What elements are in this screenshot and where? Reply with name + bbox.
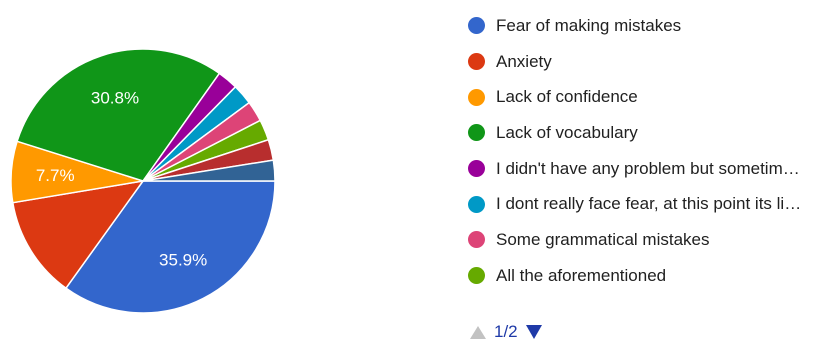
slice-data-label: 7.7% xyxy=(36,166,75,185)
pie-chart: 35.9% 7.7% 30.8% xyxy=(10,48,276,314)
legend-label: Anxiety xyxy=(496,51,552,71)
legend-swatch-icon xyxy=(468,195,485,213)
legend-swatch-icon xyxy=(468,124,485,142)
legend-label: Fear of making mistakes xyxy=(496,15,682,35)
pie-slice[interactable] xyxy=(142,159,276,182)
legend-label: Lack of confidence xyxy=(496,87,638,107)
legend-item[interactable]: Anxiety xyxy=(468,44,816,80)
legend-item[interactable]: All the aforementioned xyxy=(468,258,816,294)
legend: Fear of making mistakes Anxiety Lack of … xyxy=(468,8,816,294)
pie-slice[interactable] xyxy=(11,179,145,290)
legend-item[interactable]: Some grammatical mistakes xyxy=(468,222,816,258)
legend-pager: 1/2 xyxy=(470,322,542,342)
legend-label: Lack of vocabulary xyxy=(496,122,638,142)
legend-label: Some grammatical mistakes xyxy=(496,229,710,249)
legend-swatch-icon xyxy=(468,231,485,249)
pie-slice[interactable] xyxy=(16,48,221,182)
legend-item[interactable]: I dont really face fear, at this point i… xyxy=(468,186,816,222)
legend-swatch-icon xyxy=(468,160,485,178)
legend-item[interactable]: Lack of vocabulary xyxy=(468,115,816,151)
legend-item[interactable]: Lack of confidence xyxy=(468,79,816,115)
legend-item[interactable]: I didn't have any problem but sometim… xyxy=(468,151,816,187)
slice-data-label: 35.9% xyxy=(159,250,207,269)
legend-item[interactable]: Fear of making mistakes xyxy=(468,8,816,44)
previous-page-icon xyxy=(470,325,486,339)
legend-label: I dont really face fear, at this point i… xyxy=(496,194,802,214)
legend-swatch-icon xyxy=(468,53,485,71)
legend-label: I didn't have any problem but sometim… xyxy=(496,158,800,178)
legend-swatch-icon xyxy=(468,17,485,35)
legend-swatch-icon xyxy=(468,267,485,285)
page-indicator: 1/2 xyxy=(494,322,518,341)
pie-slice[interactable] xyxy=(64,180,276,314)
slice-data-label: 30.8% xyxy=(91,89,139,108)
next-page-icon[interactable] xyxy=(525,325,542,339)
legend-swatch-icon xyxy=(468,88,485,106)
legend-label: All the aforementioned xyxy=(496,265,667,285)
